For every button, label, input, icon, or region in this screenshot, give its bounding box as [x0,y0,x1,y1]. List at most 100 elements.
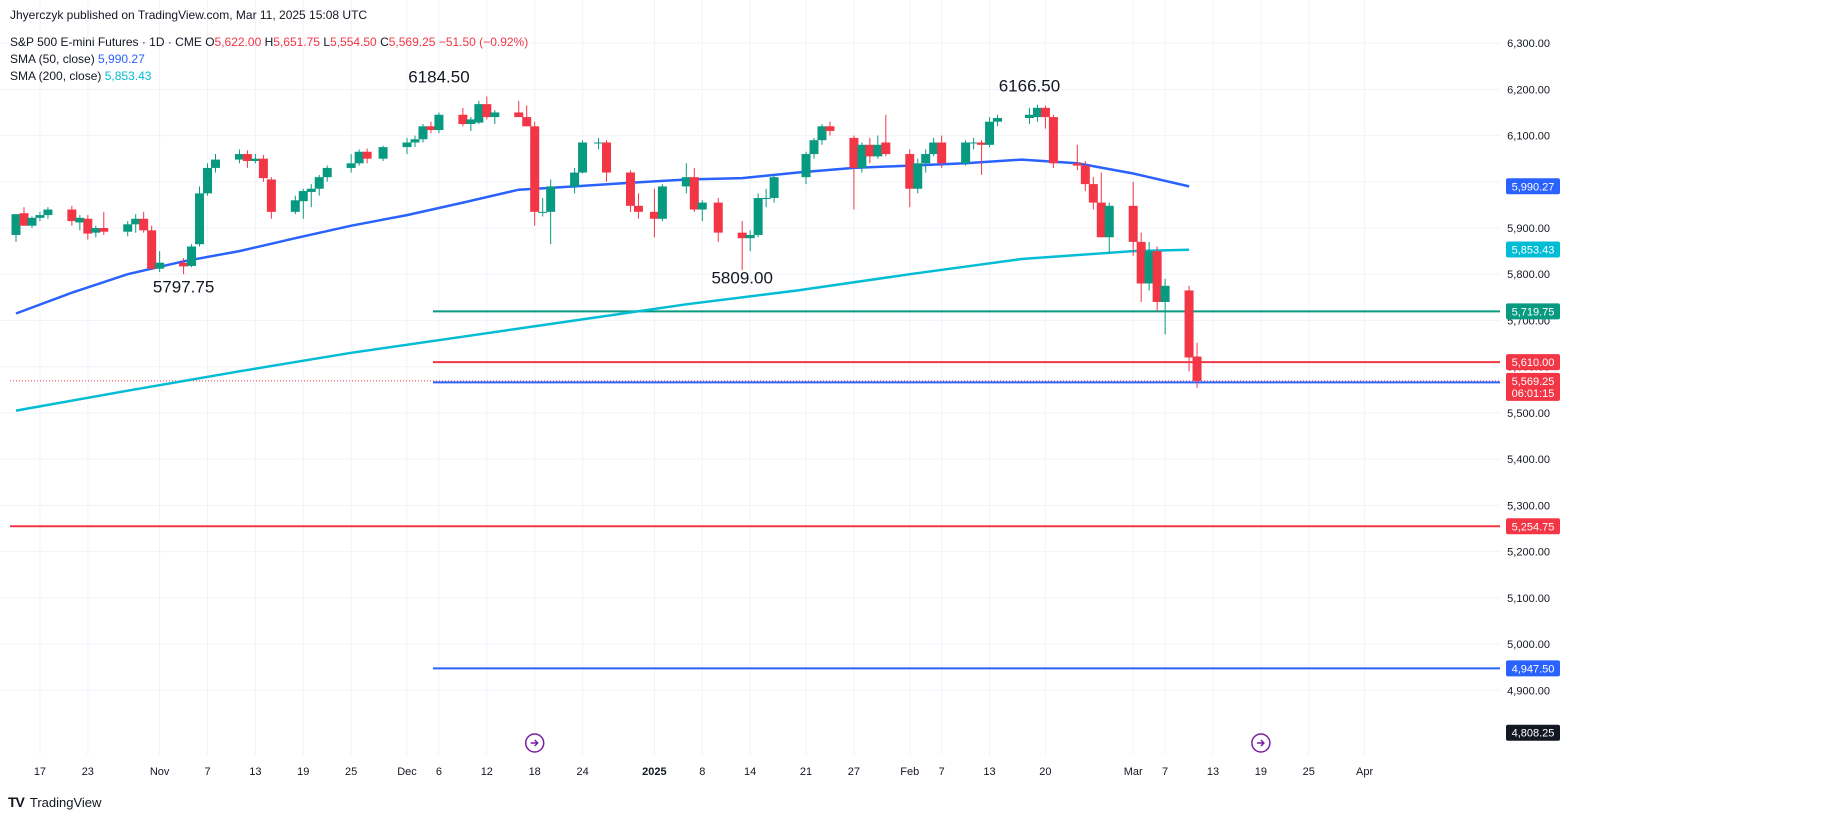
candle-body [458,114,468,125]
candle-body [11,214,21,235]
candle [203,163,213,196]
candle-body [1160,285,1170,302]
candle [187,244,197,268]
candle [290,195,300,215]
candle [873,135,883,159]
candle [985,117,995,148]
candle [1096,172,1106,238]
candle [817,124,827,145]
close-value: 5,569.25 [388,35,436,49]
grid-lines [0,0,1500,755]
candle-body [985,121,995,145]
candle [67,205,77,226]
price-badge [1506,241,1560,258]
candle-body [35,215,45,218]
tradingview-brand[interactable]: TV TradingView [8,794,101,810]
price-axis[interactable]: 4,900.00 5,000.00 5,100.00 5,200.00 5,300.00… [1506,38,1560,741]
change-value: −51.50 (−0.92%) [438,35,529,49]
x-tick-label: 13 [1207,766,1219,778]
x-tick-label: Nov [150,766,170,778]
x-tick-label: 18 [529,766,541,778]
candle [195,186,205,247]
candle [242,150,252,168]
candle [306,184,316,208]
candle [530,121,540,226]
price-badge [1506,724,1560,741]
candle-body [570,172,580,187]
candle-body [809,140,819,155]
candle [258,154,268,182]
candle-body [234,154,244,160]
candle [961,140,971,166]
candle [905,149,915,208]
candle-body [1080,165,1090,185]
candle-body [649,211,659,219]
candle-body [977,142,987,145]
candle-body [250,158,260,161]
y-tick-label: 5,300.00 [1507,500,1550,512]
candle [211,154,220,173]
candle [434,112,444,134]
candle [1104,202,1114,254]
candle-body [466,119,476,125]
candle [1136,232,1146,302]
candle-body [322,167,332,178]
candle-body [155,262,165,269]
price-badge-label: 5,853.43 [1512,245,1555,257]
event-markers [524,733,1271,753]
candle [1048,114,1058,168]
y-tick-label: 5,200.00 [1507,547,1550,559]
y-tick-label: 5,900.00 [1507,223,1550,235]
ohlc-legend: S&P 500 E-mini Futures · 1D · CME O5,622… [10,35,528,49]
candle [1024,107,1034,125]
moving-averages [15,158,1190,412]
x-tick-label: 25 [345,766,357,778]
candle-body [761,197,771,199]
candle-body [1072,163,1082,166]
candle-body [602,142,612,173]
candle-body [83,218,93,234]
candle-body [1032,107,1042,118]
event-arrow [530,739,539,747]
candle [123,221,133,237]
candle-body [514,112,524,118]
candle-body [195,193,205,245]
tradingview-logo-icon: TV [8,794,25,810]
candle-body [474,104,484,123]
candle [354,149,364,166]
price-annotations: 5797.75 6184.50 5809.00 6166.50 [153,67,1060,296]
candle-body [753,197,763,235]
price-badge [1506,372,1560,401]
candle-body [961,142,971,164]
event-marker-icon [524,733,545,753]
candle-body [713,202,723,233]
x-tick-label: 7 [204,766,210,778]
y-tick-label: 5,000.00 [1507,639,1550,651]
event-marker-icon [1251,733,1271,753]
countdown-label: 06:01:15 [1512,388,1555,400]
level-badge-label: 5,610.00 [1512,357,1555,369]
x-tick-label: 12 [481,766,493,778]
candle [155,251,165,272]
candle [1152,246,1162,312]
candle-body [242,154,252,161]
y-tick-label: 5,500.00 [1507,408,1550,420]
sma50-legend[interactable]: SMA (50, close) 5,990.27 [10,52,145,66]
candle-body [633,205,643,212]
candle [490,110,500,125]
sma50-line [15,158,1190,315]
price-annotation: 6184.50 [408,67,469,86]
candle-body [578,142,588,173]
candle-body [266,179,276,212]
open-value: 5,622.00 [214,35,262,49]
candle [865,137,875,164]
x-tick-label: 21 [800,766,812,778]
sma200-legend[interactable]: SMA (200, close) 5,853.43 [10,69,151,83]
candle-body [625,172,635,206]
candle [322,165,332,182]
level-badge-label: 5,254.75 [1512,521,1555,533]
candle-body [1192,356,1202,381]
symbol-title[interactable]: S&P 500 E-mini Futures · 1D · CME [10,35,202,49]
time-axis[interactable]: 17 23 Nov 7 13 19 25 Dec 6 12 18 24 2025 8 14 21 27 Feb 7 1… [34,766,1374,778]
